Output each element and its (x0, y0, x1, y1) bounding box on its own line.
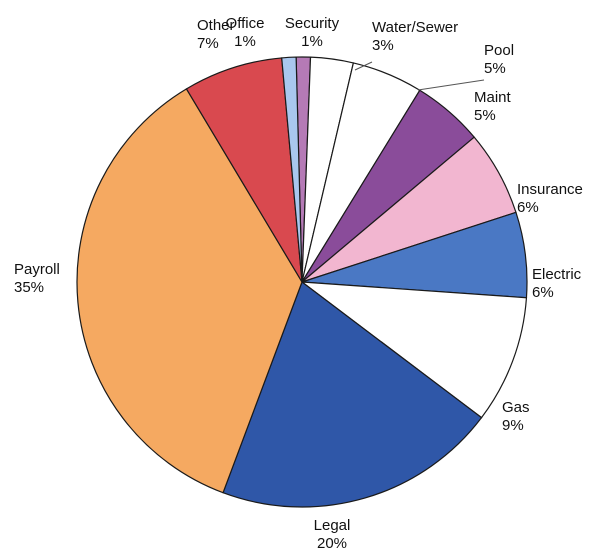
pie-label-percent: 20% (317, 535, 347, 552)
pie-label-percent: 1% (301, 33, 323, 50)
pie-slice-legal (222, 281, 483, 508)
pie-slices (76, 56, 528, 508)
pie-leader-lines (354, 61, 485, 91)
pie-label-office: Office 1% (226, 15, 265, 50)
pie-label-percent: 9% (502, 417, 524, 434)
pie-label-percent: 6% (532, 284, 554, 301)
pie-label-percent: 7% (197, 35, 219, 52)
pie-label-name: Maint (474, 89, 512, 106)
pie-slice-gas (300, 281, 528, 419)
pie-label-percent: 35% (14, 279, 44, 296)
pie-label-percent: 6% (517, 199, 539, 216)
pie-label-name: Pool (484, 42, 514, 59)
pie-label-security: Security 1% (285, 15, 340, 50)
leader-line-pool (417, 79, 485, 91)
pie-label-name: Other (197, 17, 235, 34)
pie-label-pool: Pool 5% (484, 42, 514, 77)
pie-slice-office (281, 56, 303, 283)
pie-label-percent: 5% (474, 107, 496, 124)
pie-label-percent: 3% (372, 37, 394, 54)
pie-labels: Security 1%Water/Sewer 3% Pool 5%Maint 5%Insu… (14, 15, 583, 552)
pie-label-payroll: Payroll 35% (14, 261, 60, 296)
pie-label-maint: Maint 5% (474, 89, 512, 124)
pie-label-name: Legal (314, 517, 351, 534)
pie-label-electric: Electric 6% (532, 266, 582, 301)
pie-label-name: Water/Sewer (372, 19, 458, 36)
pie-slice-payroll (76, 88, 303, 494)
pie-label-legal: Legal 20% (314, 517, 351, 552)
pie-label-name: Electric (532, 266, 582, 283)
pie-label-gas: Gas 9% (502, 399, 530, 434)
pie-label-percent: 5% (484, 60, 506, 77)
pie-label-water-sewer: Water/Sewer 3% (372, 19, 458, 54)
pie-label-percent: 1% (234, 33, 256, 50)
pie-label-name: Payroll (14, 261, 60, 278)
pie-label-name: Office (226, 15, 265, 32)
leader-line-water-sewer (354, 61, 373, 71)
pie-label-name: Gas (502, 399, 530, 416)
pie-label-name: Security (285, 15, 340, 32)
pie-slice-other (185, 57, 303, 283)
pie-label-insurance: Insurance 6% (517, 181, 583, 216)
pie-label-other: Other 7% (197, 17, 235, 52)
pie-label-name: Insurance (517, 181, 583, 198)
